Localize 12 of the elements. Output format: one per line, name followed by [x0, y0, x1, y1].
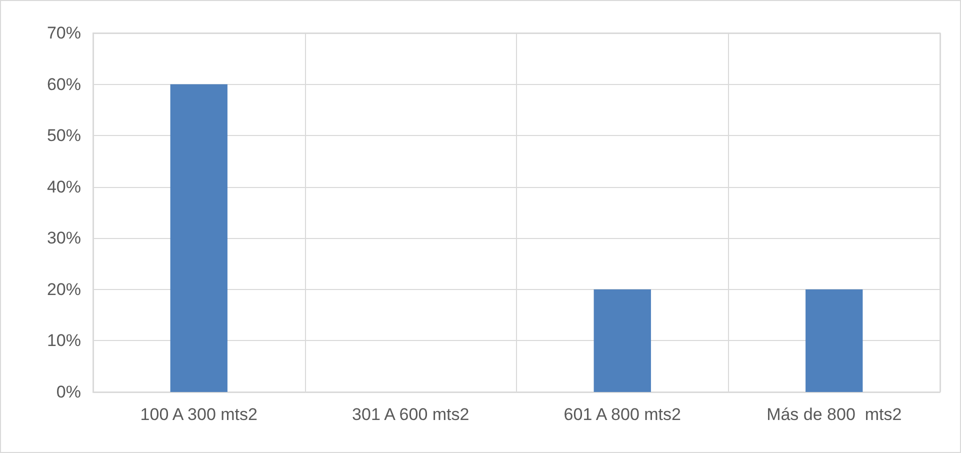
y-tick-label: 30%: [46, 228, 81, 248]
y-tick-label: 60%: [46, 74, 81, 94]
y-tick-label: 50%: [46, 126, 81, 146]
y-tick-label: 0%: [56, 382, 81, 402]
y-tick-label: 40%: [46, 177, 81, 196]
x-tick-label: 601 A 800 mts2: [564, 405, 681, 424]
x-tick-label: 100 A 300 mts2: [140, 405, 258, 424]
y-tick-label: 10%: [46, 331, 81, 350]
y-tick-label: 70%: [46, 24, 81, 42]
x-tick-label: Más de 800 mts2: [766, 405, 902, 424]
x-tick-label: 301 A 600 mts2: [352, 405, 470, 424]
y-tick-label: 20%: [46, 280, 81, 299]
